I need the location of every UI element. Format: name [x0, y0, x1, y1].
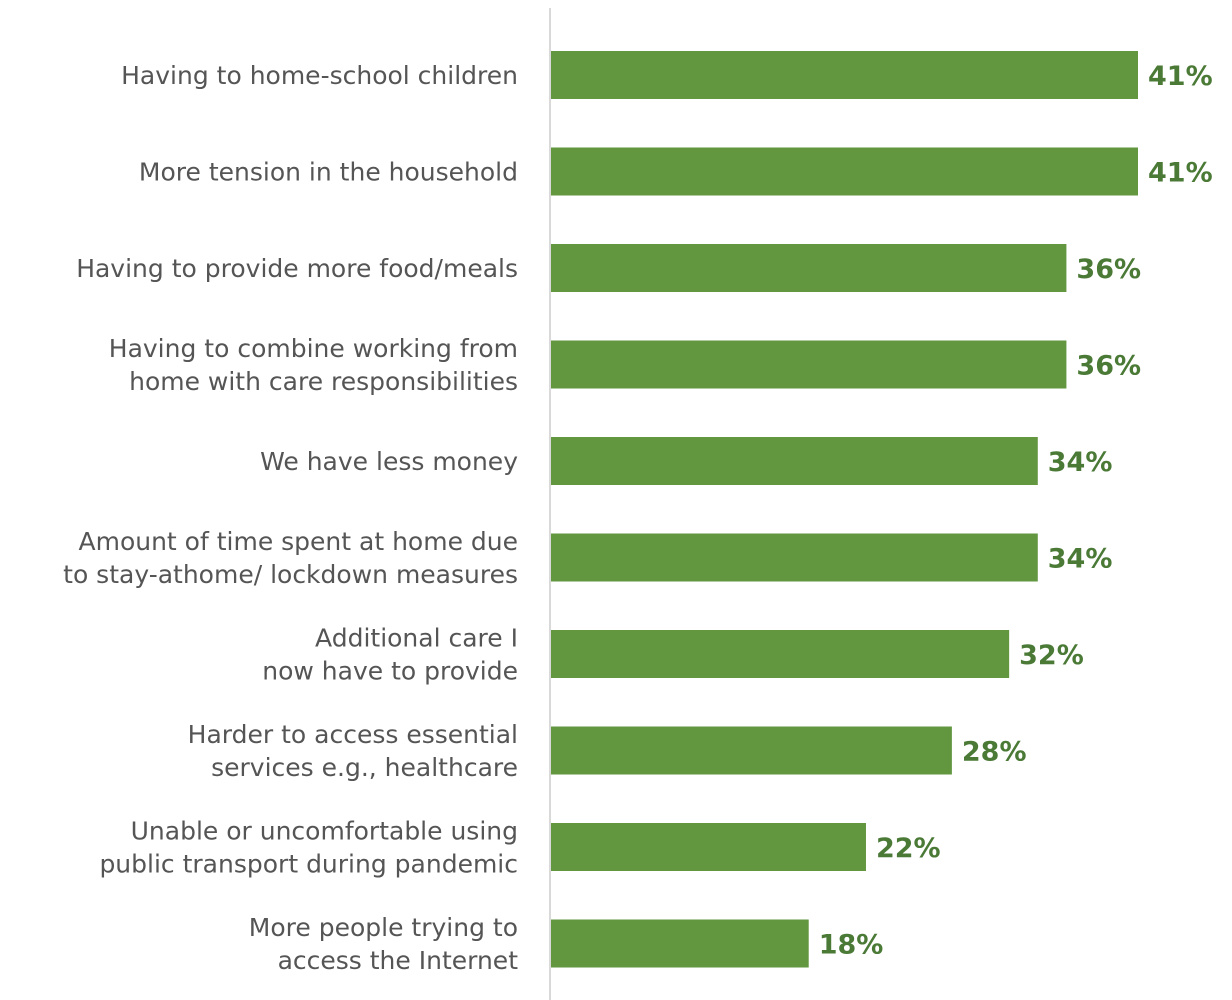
bar-3	[551, 244, 1067, 292]
category-label-6-line-2: to stay-athome/ lockdown measures	[63, 560, 518, 589]
value-label-8: 28%	[962, 737, 1027, 768]
value-label-10: 18%	[819, 930, 884, 961]
category-label-10-line-1: More people trying to	[249, 913, 518, 942]
value-labels-group: 41% 41% 36% 36% 34% 34% 32% 28% 22% 18%	[819, 61, 1213, 961]
bar-10	[551, 919, 809, 968]
category-label-9-line-2: public transport during pandemic	[99, 850, 518, 879]
bar-5	[551, 437, 1038, 485]
category-label-9-line-1: Unable or uncomfortable using	[131, 817, 518, 846]
value-label-2: 41%	[1148, 158, 1213, 189]
category-label-4-line-1: Having to combine working from	[109, 334, 518, 363]
category-label-7-line-2: now have to provide	[262, 657, 518, 686]
value-label-4: 36%	[1076, 351, 1141, 382]
category-label-2-line-1: More tension in the household	[139, 158, 518, 187]
category-label-7-line-1: Additional care I	[315, 624, 518, 653]
category-label-10-line-2: access the Internet	[278, 946, 519, 975]
bar-1	[551, 51, 1138, 99]
bar-4	[551, 340, 1067, 389]
value-label-6: 34%	[1048, 544, 1113, 575]
category-label-5-line-1: We have less money	[260, 447, 518, 476]
bar-7	[551, 630, 1010, 678]
category-labels-group: Having to home-school children More tensi…	[63, 61, 518, 975]
category-label-8-line-1: Harder to access essential	[188, 720, 518, 749]
bar-9	[551, 823, 866, 871]
bar-2	[551, 147, 1138, 196]
category-label-4-line-2: home with care responsibilities	[129, 367, 518, 396]
category-label-1-line-1: Having to home-school children	[121, 61, 518, 90]
value-label-7: 32%	[1019, 640, 1084, 671]
category-label-3-line-1: Having to provide more food/meals	[76, 254, 518, 283]
category-label-8-line-2: services e.g., healthcare	[211, 753, 518, 782]
value-label-9: 22%	[876, 833, 941, 864]
value-label-1: 41%	[1148, 61, 1213, 92]
value-label-5: 34%	[1048, 447, 1113, 478]
value-label-3: 36%	[1076, 254, 1141, 285]
bar-6	[551, 533, 1038, 582]
bars-group	[551, 51, 1138, 968]
category-label-6-line-1: Amount of time spent at home due	[78, 527, 518, 556]
bar-8	[551, 726, 952, 775]
